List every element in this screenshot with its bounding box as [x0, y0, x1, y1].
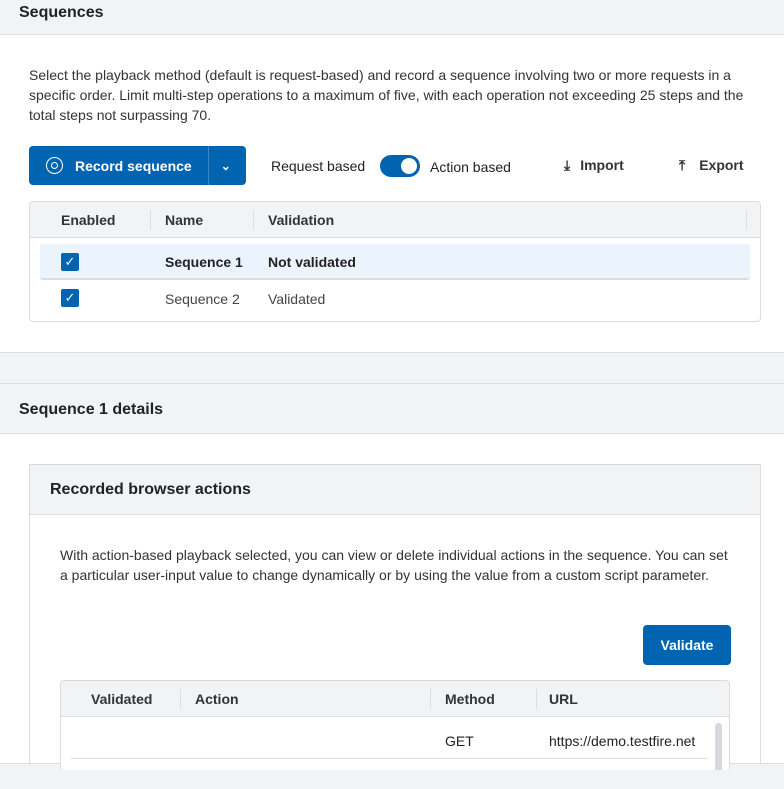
actions-table: Validated Action Method URL GET https://…: [60, 680, 730, 770]
enabled-checkbox[interactable]: ✓: [61, 289, 79, 307]
chevron-down-icon[interactable]: ⌄: [220, 158, 231, 173]
sequences-title: Sequences: [19, 4, 104, 21]
import-button[interactable]: ⤓ Import: [564, 157, 624, 173]
toggle-left-label: Request based: [271, 158, 366, 174]
playback-toggle[interactable]: [380, 155, 420, 177]
validate-button[interactable]: Validate: [643, 625, 731, 665]
table-row[interactable]: ✓ Sequence 2 Validated: [40, 282, 750, 318]
column-method[interactable]: Method: [445, 691, 495, 707]
enabled-checkbox[interactable]: ✓: [61, 253, 79, 271]
export-button[interactable]: ⤒ Export: [679, 157, 744, 173]
column-action[interactable]: Action: [195, 691, 239, 707]
details-header: Sequence 1 details: [0, 383, 784, 434]
toggle-right-label: Action based: [430, 159, 511, 175]
details-panel: Recorded browser actions With action-bas…: [0, 434, 784, 770]
column-validated[interactable]: Validated: [91, 691, 153, 707]
details-description: With action-based playback selected, you…: [60, 547, 728, 583]
table-header: Enabled Name Validation: [30, 202, 760, 238]
recorded-actions-card: Recorded browser actions With action-bas…: [29, 464, 761, 770]
import-icon: ⤓: [564, 157, 571, 173]
sequences-table: Enabled Name Validation ✓ Sequence 1 Not…: [29, 201, 761, 322]
sequences-panel: Select the playback method (default is r…: [0, 35, 784, 353]
column-name[interactable]: Name: [165, 212, 204, 228]
table-row[interactable]: ✓ Sequence 1 Not validated: [40, 244, 750, 280]
column-enabled[interactable]: Enabled: [61, 212, 116, 228]
column-url[interactable]: URL: [549, 691, 578, 707]
export-icon: ⤒: [679, 157, 686, 173]
record-icon: [46, 157, 63, 174]
sequences-header: Sequences: [0, 0, 784, 35]
column-validation[interactable]: Validation: [268, 212, 335, 228]
scrollbar[interactable]: [715, 723, 722, 770]
table-header: Validated Action Method URL: [61, 681, 729, 717]
record-sequence-button[interactable]: Record sequence ⌄: [29, 146, 246, 185]
table-row[interactable]: GET https://demo.testfire.net: [71, 717, 708, 759]
card-header: Recorded browser actions: [30, 465, 760, 515]
sequences-description: Select the playback method (default is r…: [29, 67, 744, 123]
